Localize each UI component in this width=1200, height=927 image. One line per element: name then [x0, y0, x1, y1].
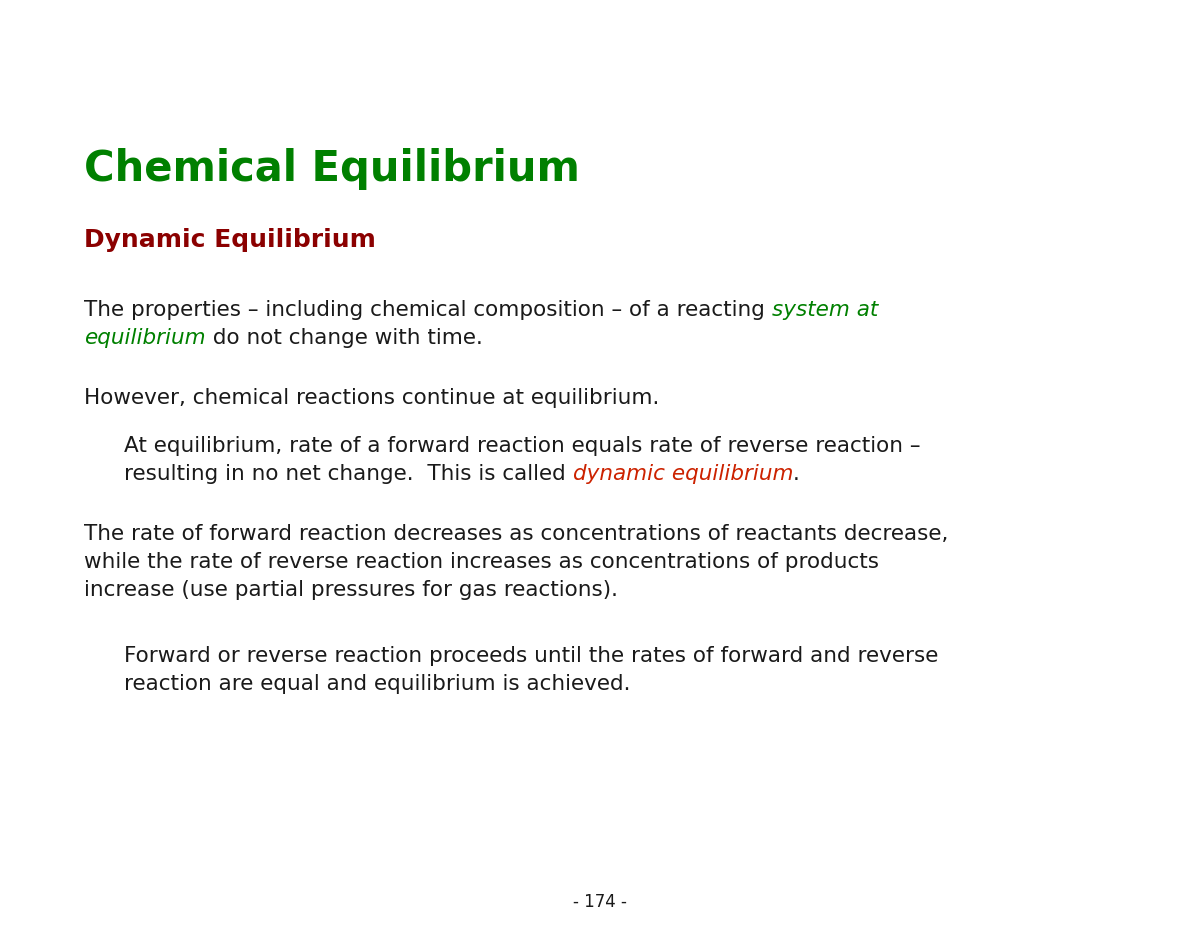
Text: The rate of forward reaction decreases as concentrations of reactants decrease,: The rate of forward reaction decreases a… — [84, 524, 948, 544]
Text: while the rate of reverse reaction increases as concentrations of products: while the rate of reverse reaction incre… — [84, 552, 878, 572]
Text: Forward or reverse reaction proceeds until the rates of forward and reverse: Forward or reverse reaction proceeds unt… — [124, 646, 938, 666]
Text: Chemical Equilibrium: Chemical Equilibrium — [84, 148, 580, 190]
Text: Dynamic Equilibrium: Dynamic Equilibrium — [84, 228, 376, 252]
Text: system at: system at — [772, 300, 878, 320]
Text: increase (use partial pressures for gas reactions).: increase (use partial pressures for gas … — [84, 580, 618, 600]
Text: equilibrium: equilibrium — [84, 328, 205, 348]
Text: The properties – including chemical composition – of a reacting: The properties – including chemical comp… — [84, 300, 772, 320]
Text: However, chemical reactions continue at equilibrium.: However, chemical reactions continue at … — [84, 388, 659, 408]
Text: - 174 -: - 174 - — [574, 893, 626, 911]
Text: .: . — [793, 464, 800, 484]
Text: resulting in no net change.  This is called: resulting in no net change. This is call… — [124, 464, 572, 484]
Text: At equilibrium, rate of a forward reaction equals rate of reverse reaction –: At equilibrium, rate of a forward reacti… — [124, 436, 920, 456]
Text: do not change with time.: do not change with time. — [205, 328, 482, 348]
Text: dynamic equilibrium: dynamic equilibrium — [572, 464, 793, 484]
Text: reaction are equal and equilibrium is achieved.: reaction are equal and equilibrium is ac… — [124, 674, 630, 694]
